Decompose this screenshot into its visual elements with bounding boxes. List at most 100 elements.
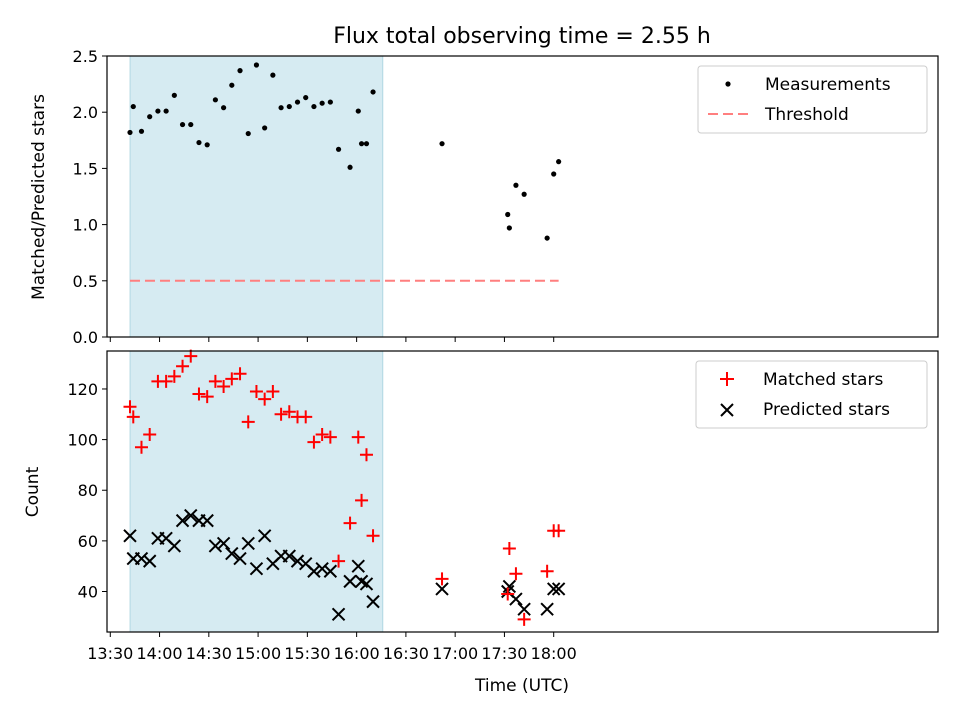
matched-star-point — [332, 554, 346, 568]
bottom-xtick-label: 16:00 — [334, 644, 380, 663]
measurement-point — [294, 99, 301, 105]
bottom-plot-frame — [106, 350, 939, 633]
measurement-point — [319, 100, 325, 106]
measurement-point — [237, 68, 243, 74]
measurement-point — [138, 128, 145, 134]
predicted-star-point — [551, 582, 566, 596]
predicted-star-point — [290, 554, 305, 568]
matched-star-point — [355, 493, 369, 507]
top-ytick-label: 0.5 — [73, 272, 98, 291]
bottom-xtick-label: 17:00 — [432, 644, 478, 663]
predicted-star-point — [249, 562, 264, 576]
matched-star-point — [126, 410, 140, 424]
matched-star-point — [233, 367, 247, 381]
matched-star-point — [249, 385, 263, 399]
top-legend: Measurements Threshold — [697, 65, 928, 134]
bottom-ytick-label: 80 — [78, 481, 98, 500]
top-panel: 0.0 0.5 1.0 1.5 2.0 2.5 Matched/Predicted sta… — [29, 47, 939, 347]
matched-star-point — [540, 564, 554, 578]
top-legend-box — [697, 65, 928, 134]
measurement-point — [556, 159, 562, 165]
bottom-xtick-label: 15:00 — [235, 644, 281, 663]
measurement-point — [179, 121, 186, 128]
measurement-point — [147, 114, 153, 120]
matched-star-point — [366, 529, 380, 543]
measurement-point — [221, 105, 227, 111]
matched-star-point — [509, 567, 523, 581]
predicted-star-point — [167, 539, 182, 553]
matched-star-point — [435, 572, 449, 586]
matched-star-point — [351, 430, 365, 444]
measurement-point — [439, 141, 445, 147]
bottom-x-axis: 13:30 14:00 14:30 15:00 15:30 16:00 16:30 17:00… — [87, 632, 577, 663]
measurement-point — [370, 89, 376, 95]
measurement-point — [163, 108, 169, 114]
matched-star-point — [200, 390, 214, 404]
matched-star-point — [282, 405, 296, 419]
measurement-point — [303, 94, 309, 101]
matched-star-point — [225, 372, 239, 386]
matched-star-point — [323, 430, 337, 444]
matched-star-point — [274, 407, 288, 421]
bottom-xtick-label: 16:30 — [383, 644, 429, 663]
measurement-point — [286, 103, 292, 110]
legend-matched-label: Matched stars — [763, 370, 883, 390]
matched-star-point — [517, 612, 531, 626]
matched-star-point — [315, 428, 329, 442]
measurement-point — [204, 142, 210, 148]
bottom-xtick-label: 18:00 — [531, 644, 577, 663]
predicted-star-point — [282, 549, 297, 563]
predicted-star-point — [184, 508, 198, 523]
top-shaded-span — [129, 55, 384, 338]
bottom-xlabel: Time (UTC) — [474, 676, 569, 696]
matched-star-point — [307, 435, 321, 449]
bottom-legend-box — [695, 360, 928, 429]
top-plot-frame — [106, 55, 939, 338]
measurement-point — [327, 99, 333, 105]
predicted-star-point — [502, 579, 517, 594]
top-ytick-label: 2.5 — [73, 47, 98, 66]
predicted-star-point — [233, 551, 247, 566]
predicted-star-point — [366, 594, 380, 609]
bottom-xtick-label: 14:30 — [186, 644, 232, 663]
predicted-star-point — [216, 536, 231, 551]
measurement-point — [229, 82, 235, 88]
measurement-point — [253, 62, 260, 68]
predicted-star-point — [331, 607, 346, 621]
legend-predicted-label: Predicted stars — [763, 400, 890, 420]
measurement-point — [196, 139, 202, 146]
predicted-star-point — [359, 577, 374, 591]
legend-predicted-marker — [720, 403, 734, 417]
matched-star-point — [192, 387, 206, 401]
bottom-xtick-label: 15:30 — [284, 644, 330, 663]
bottom-xtick-label: 17:30 — [481, 644, 527, 663]
matched-star-point — [258, 392, 272, 406]
measurement-point — [505, 211, 511, 218]
measurement-point — [521, 191, 527, 197]
predicted-star-point — [343, 574, 357, 589]
bottom-ytick-label: 40 — [78, 582, 98, 601]
predicted-star-point — [509, 592, 523, 606]
bottom-ylabel: Count — [23, 466, 43, 517]
matched-star-point — [208, 374, 222, 388]
predicted-star-point — [323, 564, 338, 578]
top-ylabel: Matched/Predicted stars — [29, 94, 49, 300]
measurement-point — [355, 108, 361, 114]
measurement-point — [130, 103, 136, 110]
predicted-star-point — [200, 513, 214, 528]
top-y-axis: 0.0 0.5 1.0 1.5 2.0 2.5 — [73, 47, 107, 347]
measurement-point — [335, 146, 342, 152]
legend-measurements-label: Measurements — [765, 75, 891, 95]
predicted-star-point — [134, 551, 149, 566]
predicted-star-point — [315, 562, 329, 576]
bottom-xtick-label: 13:30 — [87, 644, 133, 663]
measurement-point — [513, 182, 519, 188]
top-x-ticks — [109, 337, 555, 342]
matched-star-point — [134, 440, 148, 454]
measurement-point — [347, 164, 353, 170]
measurement-point — [171, 92, 177, 98]
bottom-ytick-label: 120 — [67, 380, 98, 399]
bottom-legend: Matched stars Predicted stars — [695, 360, 928, 429]
matched-star-point — [501, 587, 515, 601]
